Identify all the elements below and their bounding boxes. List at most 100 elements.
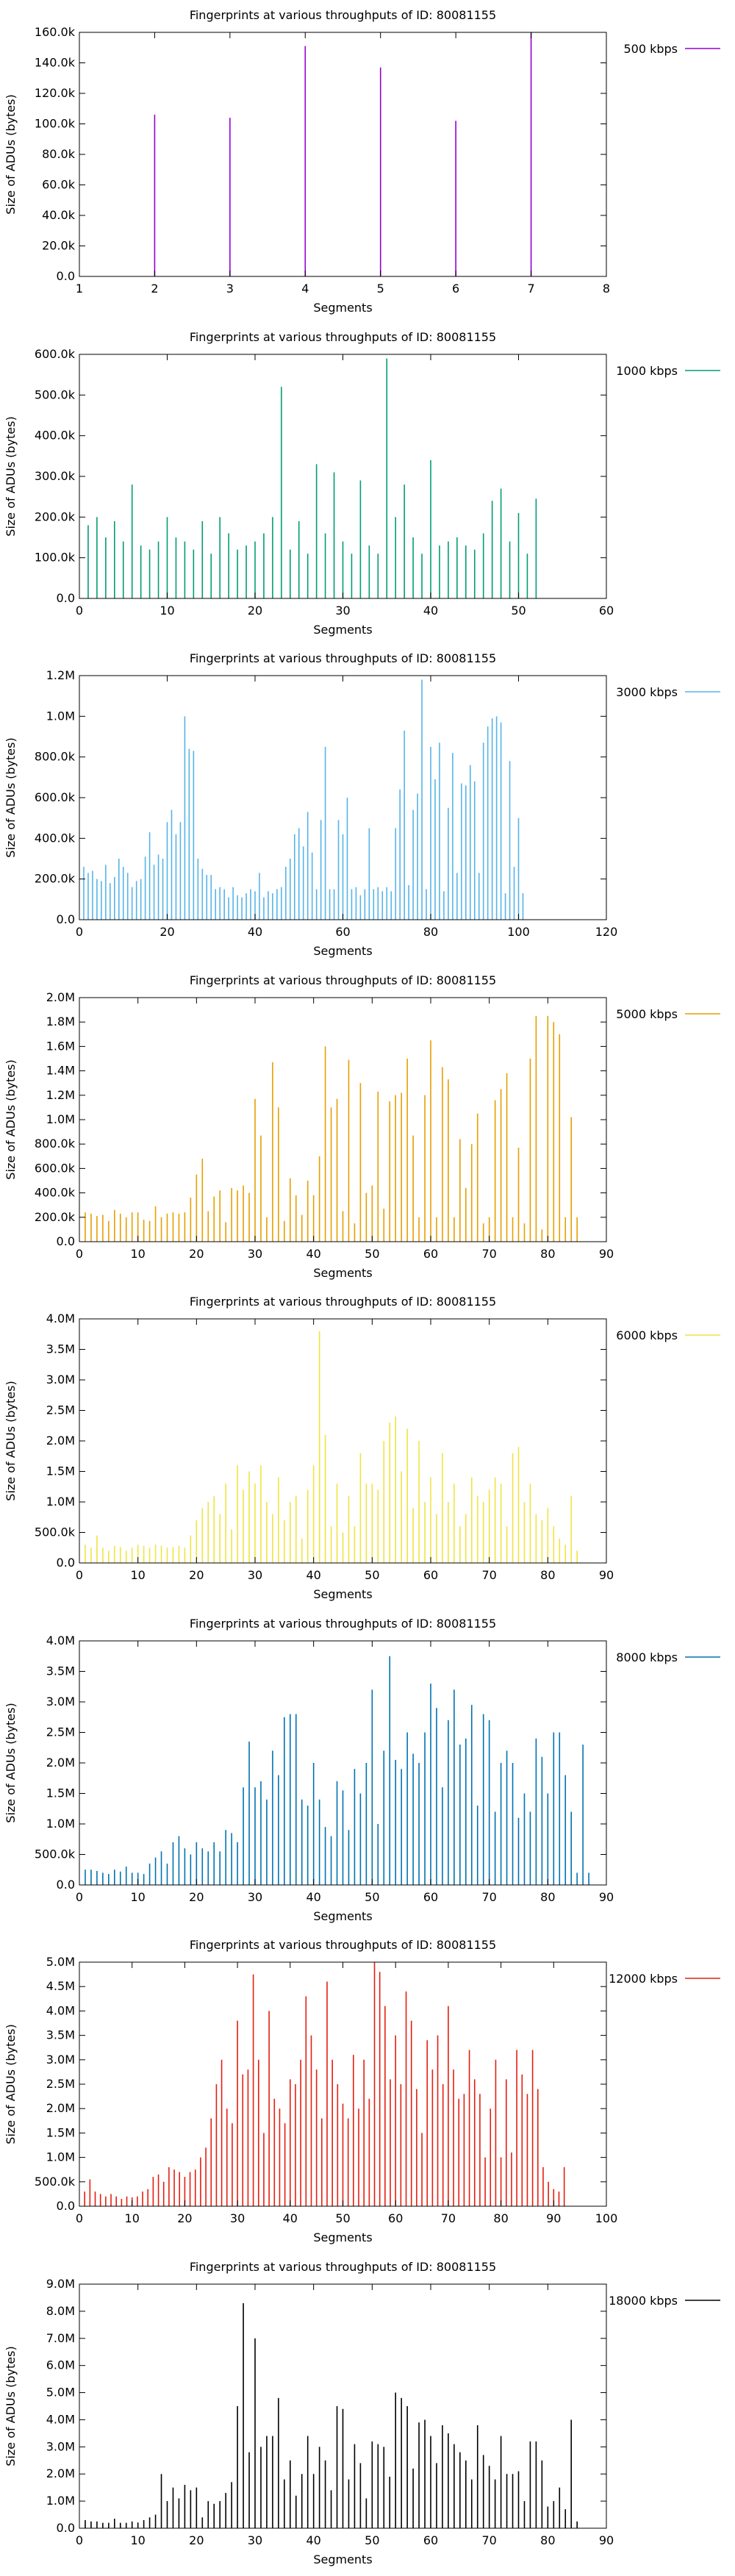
- y-tick-label: 500.0k: [35, 387, 76, 401]
- chart-panel: Fingerprints at various throughputs of I…: [0, 0, 735, 322]
- y-tick-label: 7.0M: [46, 2330, 75, 2344]
- x-tick-label: 4: [301, 282, 309, 296]
- x-tick-label: 50: [365, 1247, 379, 1261]
- x-tick-label: 5: [377, 282, 384, 296]
- y-tick-label: 140.0k: [35, 56, 76, 70]
- x-tick-label: 70: [481, 1890, 496, 1904]
- x-tick-label: 50: [365, 2533, 379, 2547]
- x-tick-label: 50: [365, 1890, 379, 1904]
- x-tick-label: 80: [540, 1247, 555, 1261]
- x-tick-label: 20: [159, 925, 174, 939]
- x-tick-label: 70: [481, 1247, 496, 1261]
- y-tick-label: 1.2M: [46, 668, 75, 682]
- legend-label: 8000 kbps: [616, 1650, 678, 1664]
- y-tick-label: 400.0k: [35, 831, 76, 845]
- y-tick-label: 500.0k: [35, 1525, 76, 1539]
- x-tick-label: 0: [76, 1890, 83, 1904]
- x-tick-label: 120: [595, 925, 618, 939]
- chart-title: Fingerprints at various throughputs of I…: [190, 1295, 496, 1309]
- x-tick-label: 80: [423, 925, 438, 939]
- y-tick-label: 0.0: [57, 591, 75, 605]
- y-tick-label: 1.0M: [46, 1495, 75, 1509]
- y-tick-label: 1.5M: [46, 2125, 75, 2139]
- x-tick-label: 0: [76, 1568, 83, 1582]
- y-tick-label: 3.0M: [46, 1695, 75, 1709]
- x-axis-label: Segments: [313, 2230, 372, 2244]
- y-tick-label: 60.0k: [42, 178, 76, 192]
- y-tick-label: 600.0k: [35, 347, 76, 361]
- x-tick-label: 2: [151, 282, 158, 296]
- x-tick-label: 30: [230, 2211, 245, 2225]
- chart-svg: Fingerprints at various throughputs of I…: [4, 2260, 720, 2566]
- y-tick-label: 400.0k: [35, 428, 76, 442]
- x-tick-label: 80: [540, 1890, 555, 1904]
- y-tick-label: 80.0k: [42, 147, 76, 161]
- y-tick-label: 200.0k: [35, 1209, 76, 1223]
- y-tick-label: 4.0M: [46, 2003, 75, 2017]
- chart-svg: Fingerprints at various throughputs of I…: [4, 330, 720, 637]
- plot-frame: [79, 997, 607, 1242]
- chart-panel: Fingerprints at various throughputs of I…: [0, 2252, 735, 2574]
- y-tick-label: 4.0M: [46, 1312, 75, 1325]
- x-axis-label: Segments: [313, 1587, 372, 1601]
- chart-panel: Fingerprints at various throughputs of I…: [0, 1930, 735, 2252]
- x-tick-label: 60: [335, 925, 350, 939]
- legend-label: 18000 kbps: [609, 2294, 678, 2308]
- y-tick-label: 2.5M: [46, 1403, 75, 1417]
- x-tick-label: 60: [423, 1568, 438, 1582]
- chart-title: Fingerprints at various throughputs of I…: [190, 8, 496, 22]
- y-tick-label: 5.0M: [46, 1955, 75, 1969]
- x-tick-label: 0: [76, 2533, 83, 2547]
- chart-svg: Fingerprints at various throughputs of I…: [4, 1295, 720, 1601]
- y-tick-label: 2.0M: [46, 990, 75, 1004]
- x-tick-label: 80: [540, 2533, 555, 2547]
- plot-frame: [79, 2283, 607, 2528]
- x-axis-label: Segments: [313, 623, 372, 637]
- y-tick-label: 0.0: [57, 2199, 75, 2213]
- legend-label: 500 kbps: [623, 42, 678, 56]
- x-tick-label: 40: [283, 2211, 298, 2225]
- x-axis-label: Segments: [313, 1266, 372, 1280]
- x-tick-label: 50: [511, 604, 526, 618]
- x-tick-label: 60: [423, 2533, 438, 2547]
- y-tick-label: 2.0M: [46, 2101, 75, 2115]
- legend-label: 6000 kbps: [616, 1328, 678, 1342]
- y-tick-label: 1.0M: [46, 1112, 75, 1126]
- y-axis-label: Size of ADUs (bytes): [4, 737, 18, 857]
- x-tick-label: 30: [248, 1890, 262, 1904]
- legend-label: 1000 kbps: [616, 364, 678, 378]
- x-tick-label: 30: [335, 604, 350, 618]
- x-tick-label: 10: [130, 1247, 145, 1261]
- x-tick-label: 80: [540, 1568, 555, 1582]
- x-tick-label: 20: [177, 2211, 192, 2225]
- chart-panel: Fingerprints at various throughputs of I…: [0, 1609, 735, 1931]
- y-tick-label: 6.0M: [46, 2358, 75, 2372]
- y-tick-label: 1.2M: [46, 1087, 75, 1101]
- y-tick-label: 1.0M: [46, 2150, 75, 2164]
- x-tick-label: 90: [599, 1890, 614, 1904]
- x-tick-label: 60: [599, 604, 614, 618]
- y-tick-label: 3.0M: [46, 1373, 75, 1387]
- y-tick-label: 1.6M: [46, 1039, 75, 1053]
- chart-title: Fingerprints at various throughputs of I…: [190, 651, 496, 665]
- y-tick-label: 5.0M: [46, 2385, 75, 2399]
- y-tick-label: 1.4M: [46, 1063, 75, 1077]
- y-tick-label: 0.0: [57, 1234, 75, 1248]
- y-axis-label: Size of ADUs (bytes): [4, 2024, 18, 2144]
- y-tick-label: 300.0k: [35, 469, 76, 483]
- x-axis-label: Segments: [313, 2552, 372, 2566]
- y-tick-label: 2.5M: [46, 1725, 75, 1739]
- x-tick-label: 30: [248, 1247, 262, 1261]
- x-tick-label: 0: [76, 925, 83, 939]
- y-tick-label: 0.0: [57, 912, 75, 926]
- y-tick-label: 1.0M: [46, 1817, 75, 1831]
- x-tick-label: 70: [481, 2533, 496, 2547]
- x-tick-label: 8: [603, 282, 610, 296]
- y-tick-label: 20.0k: [42, 239, 76, 253]
- y-tick-label: 100.0k: [35, 550, 76, 564]
- x-tick-label: 60: [423, 1890, 438, 1904]
- x-tick-label: 20: [189, 1568, 204, 1582]
- y-axis-label: Size of ADUs (bytes): [4, 1381, 18, 1500]
- chart-title: Fingerprints at various throughputs of I…: [190, 2260, 496, 2274]
- x-tick-label: 60: [423, 1247, 438, 1261]
